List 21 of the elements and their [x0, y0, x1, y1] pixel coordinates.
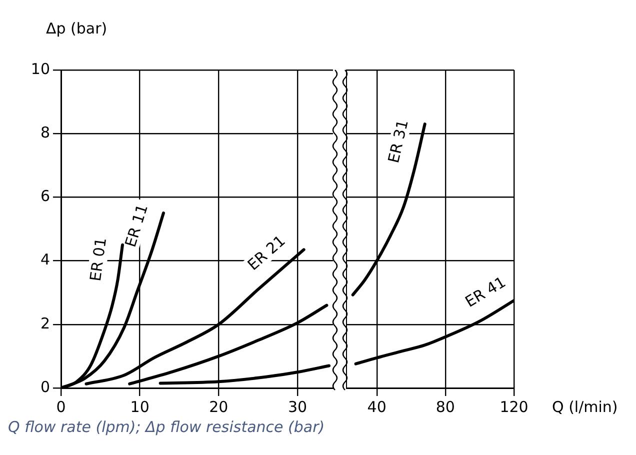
x-tick-label: 20 [209, 398, 228, 416]
text: ER 11 [121, 202, 152, 250]
y-tick-label: 2 [40, 314, 50, 332]
y-tick-label: 4 [40, 250, 50, 269]
x-tick-label: 120 [500, 398, 528, 416]
y-tick-label: 8 [40, 123, 50, 142]
y-tick-label: 0 [40, 378, 50, 396]
text: Q flow rate (lpm); Δp flow resistance (bar) [8, 418, 325, 436]
x-tick-label: 80 [436, 398, 455, 416]
y-tick-label: 10 [30, 60, 50, 78]
y-axis-title: Δp (bar) [46, 19, 108, 38]
x-tick-label: 0 [56, 398, 66, 416]
text: ER 41 [462, 272, 509, 311]
text: ER 01 [86, 236, 110, 282]
text: ER 21 [244, 232, 289, 274]
x-tick-label: 30 [288, 398, 308, 416]
text: ER 31 [384, 118, 412, 165]
x-axis-title: Q (l/min) [552, 398, 618, 416]
x-tick-label: 10 [130, 398, 150, 416]
y-tick-label: 6 [40, 187, 50, 206]
x-tick-label: 40 [367, 398, 386, 416]
